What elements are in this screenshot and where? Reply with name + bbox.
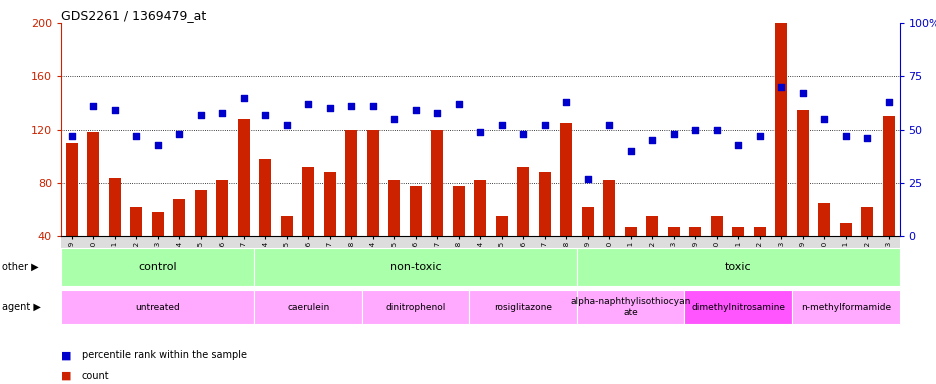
Point [107, 108, 122, 114]
Point [472, 129, 487, 135]
Point [150, 141, 165, 147]
Text: ■: ■ [61, 350, 71, 360]
Bar [667, 227, 679, 290]
Point [236, 94, 251, 101]
Bar [560, 123, 572, 290]
Bar [646, 216, 657, 290]
Text: dimethylnitrosamine: dimethylnitrosamine [691, 303, 784, 312]
Point [558, 99, 573, 105]
Bar [882, 116, 894, 290]
Point [665, 131, 680, 137]
Point [279, 122, 294, 128]
Bar [817, 203, 829, 290]
Point [451, 101, 466, 107]
Point [128, 133, 143, 139]
Bar [173, 199, 185, 290]
Point [322, 105, 337, 111]
Point [709, 126, 724, 132]
Bar [66, 143, 78, 290]
Point [214, 109, 229, 116]
Bar [860, 207, 872, 290]
Point [795, 90, 810, 96]
Bar [409, 185, 421, 290]
Point [300, 101, 315, 107]
Bar [130, 207, 142, 290]
Text: dinitrophenol: dinitrophenol [385, 303, 446, 312]
Bar [495, 216, 507, 290]
Point [64, 133, 79, 139]
Point [515, 131, 530, 137]
Bar [452, 185, 464, 290]
Point [171, 131, 186, 137]
Point [344, 103, 358, 109]
Bar [710, 216, 722, 290]
Point [644, 137, 659, 143]
Bar [774, 23, 786, 290]
Bar [388, 180, 400, 290]
Point [85, 103, 100, 109]
Point [193, 112, 208, 118]
Bar [281, 216, 292, 290]
Text: rosiglitazone: rosiglitazone [493, 303, 551, 312]
Text: n-methylformamide: n-methylformamide [800, 303, 890, 312]
Text: GDS2261 / 1369479_at: GDS2261 / 1369479_at [61, 9, 206, 22]
Bar [517, 167, 529, 290]
Point [408, 108, 423, 114]
Bar [538, 172, 550, 290]
Bar [689, 227, 700, 290]
Bar [302, 167, 314, 290]
Point [816, 116, 831, 122]
Bar [195, 190, 206, 290]
Point [838, 133, 853, 139]
Bar [259, 159, 271, 290]
Bar [238, 119, 249, 290]
Text: other ▶: other ▶ [2, 262, 38, 272]
Bar [431, 129, 443, 290]
Bar [753, 227, 765, 290]
Bar [732, 227, 743, 290]
Point [257, 112, 272, 118]
Point [859, 135, 874, 141]
Point [881, 99, 896, 105]
Bar [581, 207, 593, 290]
Point [601, 122, 616, 128]
Point [536, 122, 551, 128]
Point [387, 116, 402, 122]
Bar [839, 223, 851, 290]
Text: toxic: toxic [724, 262, 751, 272]
Bar [603, 180, 615, 290]
Bar [796, 109, 808, 290]
Bar [474, 180, 486, 290]
Bar [152, 212, 164, 290]
Bar [366, 129, 378, 290]
Bar [216, 180, 227, 290]
Point [730, 141, 745, 147]
Bar [344, 129, 357, 290]
Text: ■: ■ [61, 371, 71, 381]
Bar [624, 227, 636, 290]
Text: alpha-naphthylisothiocyan
ate: alpha-naphthylisothiocyan ate [570, 298, 690, 317]
Text: agent ▶: agent ▶ [2, 302, 40, 312]
Text: count: count [81, 371, 109, 381]
Text: caerulein: caerulein [286, 303, 329, 312]
Point [752, 133, 767, 139]
Text: non-toxic: non-toxic [389, 262, 441, 272]
Bar [324, 172, 335, 290]
Point [687, 126, 702, 132]
Point [493, 122, 508, 128]
Point [579, 175, 594, 182]
Text: percentile rank within the sample: percentile rank within the sample [81, 350, 246, 360]
Point [365, 103, 380, 109]
Text: control: control [139, 262, 177, 272]
Bar [87, 132, 99, 290]
Bar [109, 177, 121, 290]
Text: untreated: untreated [135, 303, 180, 312]
Point [622, 148, 637, 154]
Point [773, 84, 788, 90]
Point [430, 109, 445, 116]
